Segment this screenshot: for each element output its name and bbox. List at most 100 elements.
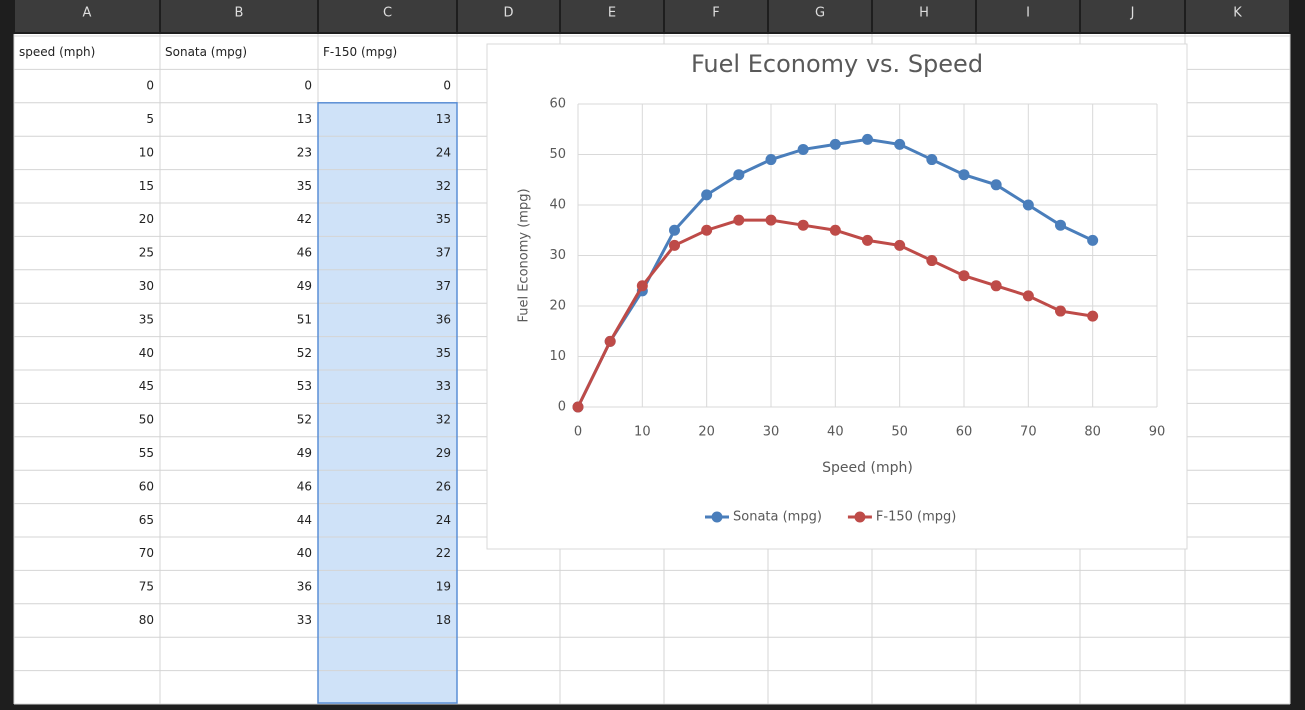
cell: 0 [443,79,451,93]
column-header [319,0,456,32]
x-tick-label: 40 [827,425,844,440]
marker [829,224,841,236]
x-tick-label: 60 [956,425,973,440]
marker [894,239,906,251]
column-letter: G [815,6,825,21]
y-tick-label: 0 [558,400,566,415]
cell: 5 [146,112,154,126]
y-tick-label: 10 [549,349,566,364]
cell: 51 [297,312,312,326]
cell: 24 [436,145,451,159]
cell: 0 [146,79,154,93]
x-tick-label: 90 [1149,425,1166,440]
column-letter: A [83,6,92,21]
cell: 23 [297,145,312,159]
cell: 53 [297,379,312,393]
marker [926,255,938,267]
column-letter: K [1233,6,1242,21]
column-header [161,0,317,32]
marker [1055,219,1066,231]
legend-label: Sonata (mpg) [733,510,822,525]
cell: 24 [436,513,451,527]
column-letter: D [503,6,513,21]
column-header [561,0,663,32]
marker [1022,290,1034,302]
cell: 49 [297,446,312,460]
column-header [1081,0,1184,32]
cell: 75 [139,580,154,594]
cell: 30 [139,279,154,293]
cell: 20 [139,212,154,226]
marker [862,234,873,246]
marker [733,214,745,226]
column-letter: E [608,6,616,21]
cell: 36 [297,580,312,594]
cell: 33 [297,613,312,627]
marker [701,224,713,236]
marker [797,219,809,231]
cell: 32 [436,413,451,427]
cell: 42 [297,212,312,226]
cell: 65 [139,513,154,527]
marker [701,189,713,201]
y-tick-label: 60 [549,97,566,112]
y-tick-label: 40 [549,198,566,213]
marker [669,239,680,251]
cell: 35 [297,179,312,193]
cell: 40 [297,546,312,560]
cell: 13 [297,112,312,126]
column-letter: H [919,6,929,21]
marker [926,154,938,166]
y-tick-label: 50 [549,147,566,162]
selection-border [317,102,458,704]
cell: 26 [436,479,451,493]
marker [765,154,777,166]
cell: 33 [436,379,451,393]
marker [572,401,584,413]
column-letter: B [235,6,244,21]
cell: 35 [436,346,451,360]
cell: 19 [436,580,451,594]
x-tick-label: 10 [634,425,651,440]
chart-area [486,43,1188,550]
x-tick-label: 20 [698,425,715,440]
cell: 49 [297,279,312,293]
cell: 10 [139,145,154,159]
cell: 22 [436,546,451,560]
marker [862,133,873,145]
marker [604,335,616,347]
cell: 0 [304,79,312,93]
marker [1087,234,1099,246]
column-letter: F [712,6,719,21]
header-cell: F-150 (mpg) [323,45,397,59]
column-header [1186,0,1289,32]
legend-marker [854,511,866,523]
marker [990,179,1002,191]
cell: 46 [297,479,312,493]
marker [958,169,970,181]
marker [636,280,648,292]
marker [894,138,906,150]
cell: 55 [139,446,154,460]
cell: 13 [436,112,451,126]
cell: 37 [436,246,451,260]
cell: 35 [436,212,451,226]
marker [1055,305,1066,317]
cell: 25 [139,246,154,260]
legend-label: F-150 (mpg) [876,510,956,525]
marker [669,224,680,236]
marker [797,143,809,155]
marker [765,214,777,226]
marker [1022,199,1034,211]
column-header [15,0,159,32]
cell: 45 [139,379,154,393]
marker [733,169,745,181]
column-header [769,0,871,32]
column-header [458,0,559,32]
cell: 37 [436,279,451,293]
marker [958,270,970,282]
legend-marker [711,511,723,523]
chart-title: Fuel Economy vs. Speed [691,50,983,78]
cell: 52 [297,346,312,360]
marker [829,138,841,150]
